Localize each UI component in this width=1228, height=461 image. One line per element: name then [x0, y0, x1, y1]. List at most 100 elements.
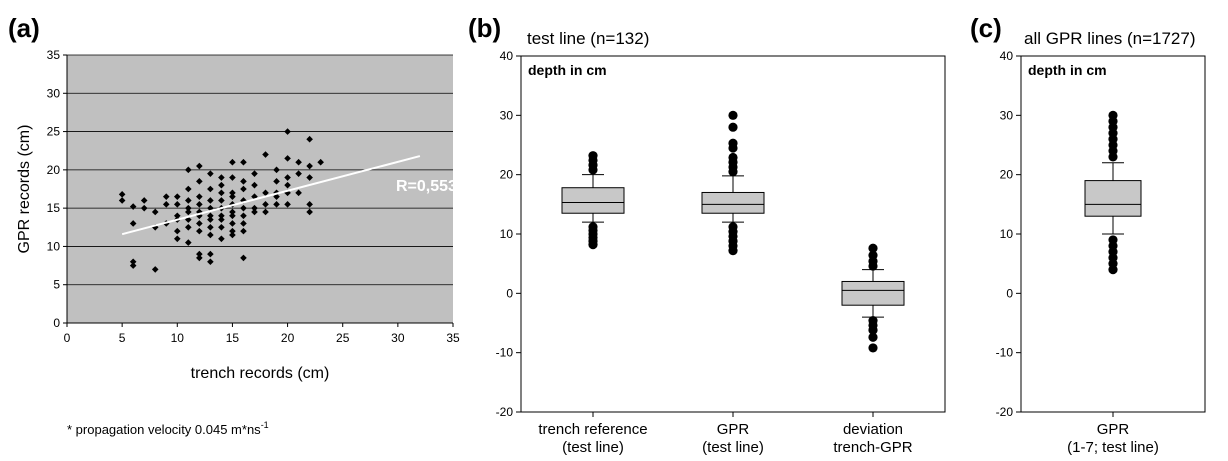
data-point-100 [306, 162, 313, 170]
data-point-93 [284, 181, 291, 189]
data-point-27 [185, 239, 192, 246]
data-point-37 [196, 254, 203, 262]
x-tick-label-7: 35 [446, 331, 460, 345]
data-point-66 [229, 231, 236, 239]
footnote-text: * propagation velocity 0.045 m*ns [67, 422, 261, 437]
c-y-tick-label-4: 20 [1000, 168, 1014, 182]
data-point-85 [273, 166, 280, 174]
data-point-75 [240, 254, 247, 262]
b-iqr-box-0 [561, 187, 625, 214]
data-point-4 [129, 258, 137, 266]
data-point-96 [295, 158, 302, 166]
data-point-19 [173, 235, 181, 243]
y-tick-label-3: 15 [47, 201, 61, 215]
x-tick-label-6: 30 [391, 331, 405, 345]
scatter-axes [66, 55, 453, 324]
data-point-23 [185, 204, 192, 212]
b-outlier-1-9 [728, 152, 738, 163]
data-point-43 [207, 216, 214, 223]
data-point-47 [207, 258, 214, 266]
data-point-2 [129, 203, 137, 210]
data-point-97 [295, 170, 302, 177]
data-point-73 [240, 220, 247, 227]
b-outlier-2-7 [868, 250, 878, 260]
b-category-label-0-line1: trench reference [538, 421, 647, 438]
panel-c-title: all GPR lines (n=1727) [1024, 29, 1196, 48]
data-point-6 [140, 197, 148, 204]
b-iqr-box-1 [701, 191, 765, 214]
data-point-62 [229, 208, 236, 216]
data-point-48 [218, 174, 225, 181]
panel-c-label: (c) [970, 13, 1002, 43]
b-outlier-1-13 [728, 110, 738, 120]
data-point-84 [262, 208, 269, 216]
b-outlier-1-5 [728, 222, 738, 232]
b-outlier-1-11 [728, 138, 738, 148]
c-iqr-box-0 [1084, 180, 1142, 217]
scatter-plot-area [67, 55, 453, 323]
c-y-tick-label-6: 40 [1000, 49, 1014, 63]
scatter-gridlines [67, 54, 453, 286]
data-point-95 [284, 201, 291, 208]
c-outlier-0-13 [1108, 110, 1118, 120]
x-tick-label-3: 15 [226, 331, 240, 345]
data-point-65 [229, 227, 236, 235]
b-y-tick-label-6: 40 [500, 49, 514, 63]
b-outlier-1-12 [728, 122, 738, 132]
b-y-tick-label-4: 20 [500, 168, 514, 182]
data-point-36 [196, 250, 203, 258]
data-point-33 [196, 212, 203, 220]
data-point-28 [196, 162, 203, 170]
data-point-38 [207, 170, 214, 177]
data-point-53 [218, 212, 225, 220]
data-point-64 [229, 220, 236, 227]
x-tick-label-1: 5 [119, 331, 126, 345]
data-point-24 [185, 208, 192, 216]
data-point-98 [295, 189, 302, 197]
data-point-99 [306, 135, 313, 143]
b-outlier-2-1 [868, 332, 878, 342]
data-point-0 [118, 191, 126, 198]
panel-b-title: test line (n=132) [527, 29, 649, 48]
data-point-56 [218, 235, 225, 243]
panel-c-category-labels: GPR(1-7; test line) [1067, 412, 1159, 456]
c-y-tick-label-1: -10 [996, 346, 1014, 360]
data-point-67 [240, 158, 247, 166]
data-point-1 [118, 197, 126, 204]
b-category-label-1-line1: GPR [717, 421, 750, 438]
y-tick-label-0: 0 [53, 316, 60, 330]
b-y-tick-label-3: 10 [500, 227, 514, 241]
data-point-57 [229, 158, 236, 166]
b-category-label-2-line2: trench-GPR [833, 439, 912, 456]
data-point-94 [284, 189, 291, 197]
data-point-58 [229, 174, 236, 181]
correlation-annotation: R=0,553 [396, 178, 457, 195]
data-point-77 [251, 181, 258, 189]
data-point-50 [218, 189, 225, 197]
data-point-12 [162, 193, 170, 200]
b-y-tick-label-0: -20 [496, 405, 514, 419]
panel-a: (a) 0 5 10 15 20 25 30 35 0 5 10 15 20 25 30 35 R=0,55… [8, 13, 460, 437]
data-point-16 [173, 212, 181, 220]
data-point-60 [229, 193, 236, 200]
scatter-points [118, 128, 324, 273]
b-box-0 [561, 151, 625, 250]
c-outlier-0-5 [1108, 235, 1118, 245]
data-point-81 [262, 151, 269, 158]
b-category-label-1-line2: (test line) [702, 439, 764, 456]
data-point-34 [196, 220, 203, 227]
panel-b-boxes [561, 110, 905, 353]
data-point-86 [273, 178, 280, 185]
panel-b-inner-label: depth in cm [528, 62, 607, 78]
data-point-29 [196, 178, 203, 185]
data-point-74 [240, 227, 247, 235]
data-point-26 [185, 223, 192, 231]
data-point-5 [129, 262, 137, 269]
data-point-46 [207, 250, 214, 258]
b-category-label-0-line2: (test line) [562, 439, 624, 456]
panel-b: (b) test line (n=132) depth in cm -20 -10… [468, 13, 946, 456]
data-point-101 [306, 174, 313, 181]
data-point-92 [284, 174, 291, 181]
x-tick-label-4: 20 [281, 331, 295, 345]
x-tick-label-2: 10 [171, 331, 185, 345]
